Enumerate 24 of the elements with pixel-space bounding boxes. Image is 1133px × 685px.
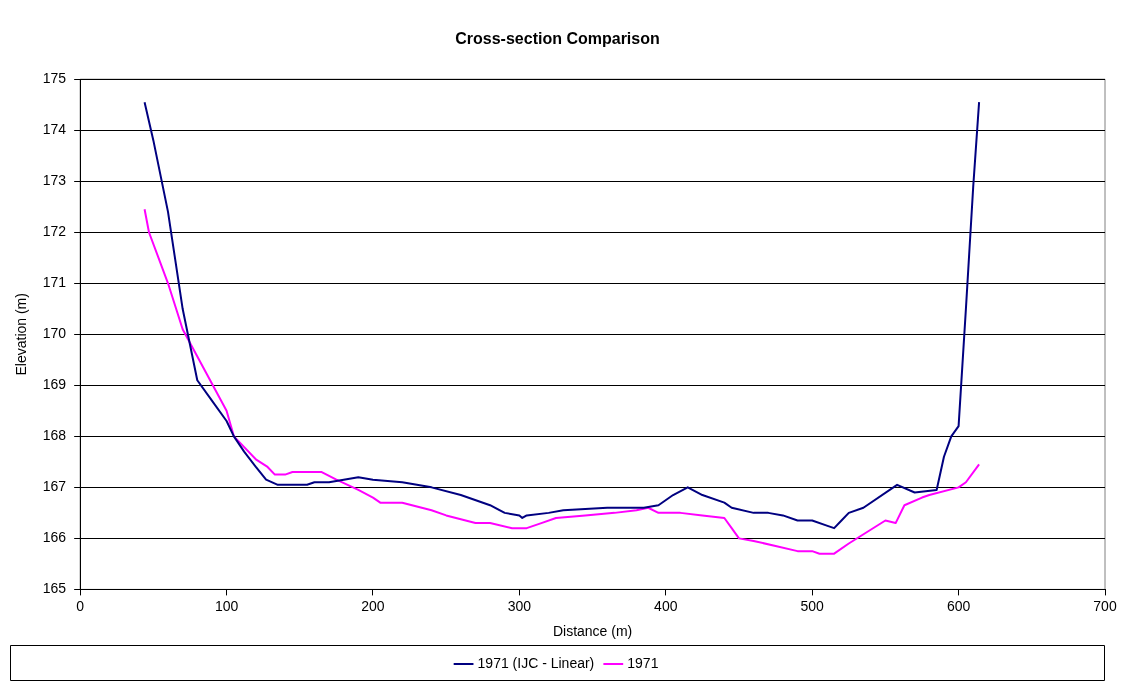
y-tick-label: 166 — [42, 529, 67, 546]
x-tick-label: 200 — [361, 597, 385, 614]
x-axis-title: Distance (m) — [552, 623, 633, 640]
y-tick-label: 172 — [42, 223, 67, 240]
legend-label: 1971 (IJC - Linear) — [477, 654, 595, 671]
y-tick-label: 173 — [42, 172, 67, 189]
y-tick-label: 170 — [42, 325, 67, 342]
x-tick-label: 100 — [214, 597, 239, 614]
y-tick-label: 169 — [42, 376, 67, 393]
y-tick-label: 168 — [42, 427, 67, 444]
x-tick-label: 300 — [507, 597, 532, 614]
y-tick-label: 174 — [42, 121, 67, 138]
x-tick-label: 0 — [76, 597, 85, 614]
x-tick-label: 500 — [800, 597, 825, 614]
y-tick-label: 167 — [42, 478, 67, 495]
y-tick-label: 165 — [42, 580, 67, 597]
y-tick-label: 171 — [42, 274, 67, 291]
chart-title: Cross-section Comparison — [455, 30, 660, 48]
legend-label: 1971 — [627, 654, 659, 671]
y-tick-label: 175 — [42, 70, 67, 87]
x-tick-label: 700 — [1093, 597, 1117, 614]
x-tick-label: 400 — [654, 597, 678, 614]
x-tick-label: 600 — [946, 597, 971, 614]
y-axis-title: Elevation (m) — [13, 293, 30, 376]
